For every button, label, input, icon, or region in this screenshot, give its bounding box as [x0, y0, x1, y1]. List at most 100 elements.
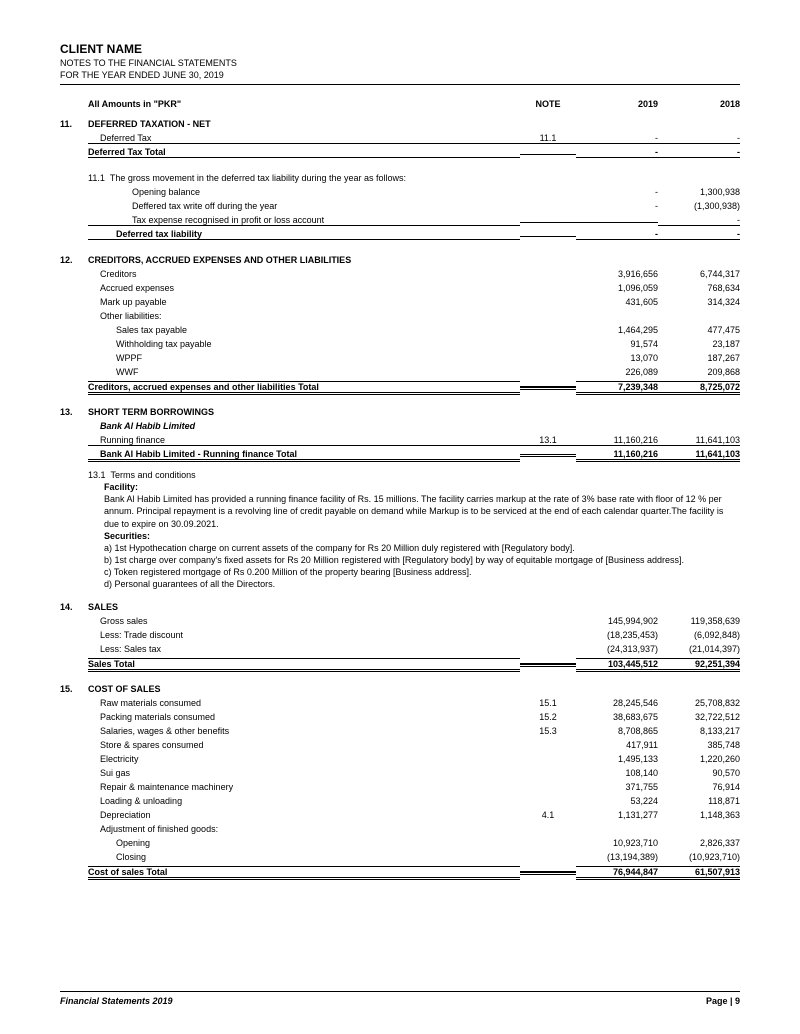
row-v2: (21,014,397) [658, 644, 740, 654]
table-row: Store & spares consumed417,911385,748 [60, 740, 740, 754]
row-label: Adjustment of finished goods: [88, 824, 520, 834]
table-row: Opening balance - 1,300,938 [60, 187, 740, 201]
section-12-total: Creditors, accrued expenses and other li… [60, 381, 740, 395]
section-14-heading: 14. SALES [60, 602, 740, 616]
security-a: a) 1st Hypothecation charge on current a… [104, 542, 740, 554]
table-row: Mark up payable 431,605314,324 [60, 297, 740, 311]
table-row: Tax expense recognised in profit or loss… [60, 215, 740, 229]
subheading-2: FOR THE YEAR ENDED JUNE 30, 2019 [60, 70, 740, 80]
total-v1: 7,239,348 [576, 381, 658, 395]
security-d: d) Personal guarantees of all the Direct… [104, 578, 740, 590]
row-v1: - [576, 201, 658, 211]
total-label: Sales Total [88, 658, 520, 672]
section-15-num: 15. [60, 684, 88, 694]
row-label: WPPF [88, 353, 520, 363]
row-note: 13.1 [520, 435, 576, 446]
row-v2: 314,324 [658, 297, 740, 307]
row-v2: 118,871 [658, 796, 740, 806]
table-row: Depreciation4.11,131,2771,148,363 [60, 810, 740, 824]
total-label: Cost of sales Total [88, 866, 520, 880]
table-row: Less: Trade discount(18,235,453)(6,092,8… [60, 630, 740, 644]
section-13-total: Bank Al Habib Limited - Running finance … [60, 449, 740, 463]
table-row: Closing(13,194,389)(10,923,710) [60, 852, 740, 866]
note-13-1-num: 13.1 [88, 470, 106, 480]
section-13-title: SHORT TERM BORROWINGS [88, 407, 520, 417]
security-c: c) Token registered mortgage of Rs 0.200… [104, 566, 740, 578]
section-11-heading: 11. DEFERRED TAXATION - NET [60, 119, 740, 133]
table-row: Less: Sales tax(24,313,937)(21,014,397) [60, 644, 740, 658]
row-v1: 10,923,710 [576, 838, 658, 848]
row-v2: 32,722,512 [658, 712, 740, 722]
table-row: WWF 226,089209,868 [60, 367, 740, 381]
row-label: Tax expense recognised in profit or loss… [88, 215, 520, 226]
row-label: Repair & maintenance machinery [88, 782, 520, 792]
row-label: Raw materials consumed [88, 698, 520, 708]
row-label: Opening balance [88, 187, 520, 197]
table-row: Creditors3,916,6566,744,317 [60, 269, 740, 283]
section-11-num: 11. [60, 119, 88, 129]
row-v2: 1,220,260 [658, 754, 740, 764]
section-15-title: COST OF SALES [88, 684, 520, 694]
row-label: Less: Trade discount [88, 630, 520, 640]
row-v1: 13,070 [576, 353, 658, 363]
row-label: Mark up payable [88, 297, 520, 307]
row-label: Withholding tax payable [88, 339, 520, 349]
row-label: Sui gas [88, 768, 520, 778]
total-v2: 92,251,394 [658, 658, 740, 672]
col-year-2018: 2018 [658, 99, 740, 109]
row-label: Less: Sales tax [88, 644, 520, 654]
table-row: Gross sales145,994,902119,358,639 [60, 616, 740, 630]
subheading-1: NOTES TO THE FINANCIAL STATEMENTS [60, 58, 740, 68]
row-v1: 11,160,216 [576, 435, 658, 446]
row-v2: (10,923,710) [658, 852, 740, 862]
footer-left: Financial Statements 2019 [60, 996, 173, 1006]
adjustment-label: Adjustment of finished goods: [60, 824, 740, 838]
total-label: Bank Al Habib Limited - Running finance … [88, 449, 520, 462]
row-v1: 8,708,865 [576, 726, 658, 736]
row-v2: 209,868 [658, 367, 740, 377]
table-row: Loading & unloading 53,224118,871 [60, 796, 740, 810]
row-v2: 119,358,639 [658, 616, 740, 626]
total-v1: 11,160,216 [576, 449, 658, 462]
note-11-1-num: 11.1 [88, 173, 105, 183]
table-row: Repair & maintenance machinery371,75576,… [60, 782, 740, 796]
row-v2: 25,708,832 [658, 698, 740, 708]
note-11-1-intro: 11.1 The gross movement in the deferred … [60, 173, 740, 187]
row-label: WWF [88, 367, 520, 377]
row-v1: 226,089 [576, 367, 658, 377]
securities-heading: Securities: [104, 530, 740, 542]
column-headers: All Amounts in "PKR" NOTE 2019 2018 [60, 99, 740, 109]
table-row: Salaries, wages & other benefits15.38,70… [60, 726, 740, 740]
row-label: Other liabilities: [88, 311, 520, 321]
row-v2: 1,148,363 [658, 810, 740, 820]
row-v1: 108,140 [576, 768, 658, 778]
row-v1: 28,245,546 [576, 698, 658, 708]
row-label: Running finance [88, 435, 520, 446]
row-v1: 91,574 [576, 339, 658, 349]
section-14-title: SALES [88, 602, 520, 612]
other-liabilities-label: Other liabilities: [60, 311, 740, 325]
page-header: CLIENT NAME NOTES TO THE FINANCIAL STATE… [60, 42, 740, 85]
row-v2: 1,300,938 [658, 187, 740, 197]
row-v2: 385,748 [658, 740, 740, 750]
row-v2: 23,187 [658, 339, 740, 349]
row-label: Loading & unloading [88, 796, 520, 806]
row-v1: 431,605 [576, 297, 658, 307]
total-v2: - [658, 229, 740, 240]
total-label: Creditors, accrued expenses and other li… [88, 381, 520, 395]
page-footer: Financial Statements 2019 Page | 9 [60, 991, 740, 1006]
row-v2: (6,092,848) [658, 630, 740, 640]
row-v1: 53,224 [576, 796, 658, 806]
section-15-heading: 15. COST OF SALES [60, 684, 740, 698]
row-v1: 1,495,133 [576, 754, 658, 764]
table-row: Raw materials consumed15.128,245,54625,7… [60, 698, 740, 712]
row-v2: (1,300,938) [658, 201, 740, 211]
row-label: Accrued expenses [88, 283, 520, 293]
row-v1: (13,194,389) [576, 852, 658, 862]
row-note: 15.1 [520, 698, 576, 708]
security-b: b) 1st charge over company's fixed asset… [104, 554, 740, 566]
row-note: 15.2 [520, 712, 576, 722]
row-v1: 145,994,902 [576, 616, 658, 626]
col-amounts: All Amounts in "PKR" [88, 99, 520, 109]
total-v1: 76,944,847 [576, 866, 658, 880]
